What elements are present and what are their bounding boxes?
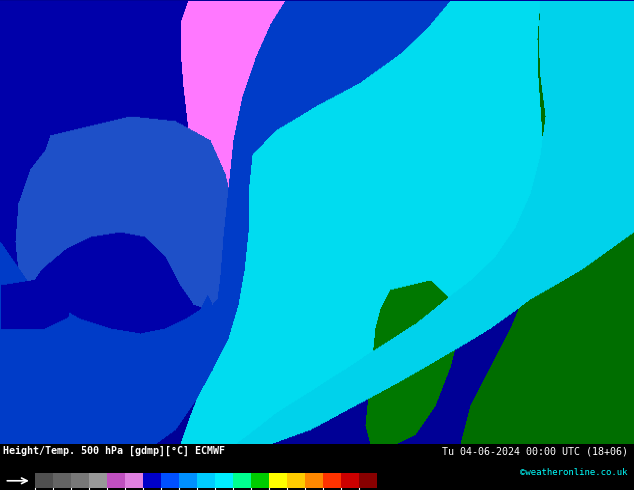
Bar bbox=[269, 473, 287, 488]
Bar bbox=[197, 473, 215, 488]
Bar bbox=[143, 473, 161, 488]
Bar bbox=[161, 473, 179, 488]
Bar bbox=[215, 473, 233, 488]
Bar bbox=[179, 473, 197, 488]
Bar bbox=[323, 473, 341, 488]
Bar bbox=[305, 473, 323, 488]
Bar bbox=[287, 473, 305, 488]
Bar bbox=[53, 473, 71, 488]
Text: Tu 04-06-2024 00:00 UTC (18+06): Tu 04-06-2024 00:00 UTC (18+06) bbox=[442, 446, 628, 456]
Bar bbox=[359, 473, 377, 488]
Bar bbox=[125, 473, 143, 488]
Bar bbox=[251, 473, 269, 488]
Bar bbox=[89, 473, 107, 488]
Bar bbox=[107, 473, 125, 488]
Bar bbox=[71, 473, 89, 488]
Bar bbox=[35, 473, 53, 488]
Bar bbox=[233, 473, 251, 488]
Text: ©weatheronline.co.uk: ©weatheronline.co.uk bbox=[520, 468, 628, 477]
Text: Height/Temp. 500 hPa [gdmp][°C] ECMWF: Height/Temp. 500 hPa [gdmp][°C] ECMWF bbox=[3, 446, 225, 457]
Bar bbox=[341, 473, 359, 488]
